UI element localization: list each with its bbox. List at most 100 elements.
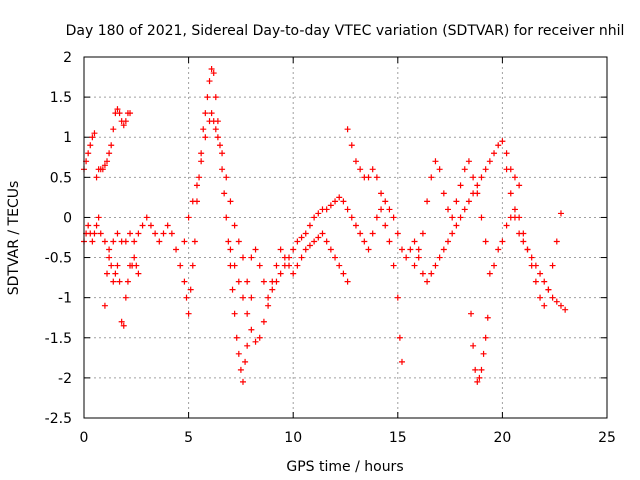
data-point-sat-b <box>104 158 111 165</box>
y-tick-label: -0.5 <box>45 251 72 267</box>
data-point-sat-e <box>231 262 238 269</box>
data-point-sat-e <box>369 230 376 237</box>
data-point-sat-f <box>336 262 343 269</box>
data-point-sat-b <box>116 110 123 117</box>
data-point-sat-h <box>474 190 481 197</box>
data-point-sat-e <box>294 238 301 245</box>
data-point-sat-e <box>269 286 276 293</box>
data-point-sat-e <box>386 238 393 245</box>
data-point-sat-d <box>223 214 230 221</box>
data-point-sat-f <box>281 254 288 261</box>
data-point-sat-g <box>482 166 489 173</box>
data-point-sat-a <box>202 134 209 141</box>
data-point-sat-d <box>196 174 203 181</box>
data-point-sat-g <box>365 174 372 181</box>
data-point-sat-d <box>216 142 223 149</box>
data-point-sat-c <box>116 278 123 285</box>
data-point-sat-e <box>344 206 351 213</box>
data-point-sat-a <box>173 246 180 253</box>
data-point-sat-a <box>152 230 159 237</box>
data-point-sat-e <box>340 198 347 205</box>
data-point-sat-d <box>231 310 238 317</box>
x-tick-label: 10 <box>284 430 302 446</box>
data-point-sat-d <box>191 238 198 245</box>
data-point-sat-h <box>428 174 435 181</box>
data-point-sat-h <box>532 278 539 285</box>
data-point-sat-h <box>537 294 544 301</box>
data-point-sat-d <box>242 358 249 365</box>
data-point-sat-g <box>511 174 518 181</box>
data-point-sat-e <box>323 206 330 213</box>
y-tick-label: 2 <box>63 50 72 66</box>
data-point-sat-a <box>85 222 92 229</box>
data-point-sat-g <box>344 126 351 133</box>
data-point-sat-c <box>108 262 115 269</box>
data-point-sat-a <box>208 110 215 117</box>
data-point-sat-g <box>352 158 359 165</box>
data-point-sat-c <box>124 278 131 285</box>
data-point-sat-g <box>432 262 439 269</box>
data-point-sat-a <box>143 214 150 221</box>
data-point-sat-a <box>139 222 146 229</box>
data-point-sat-a <box>91 230 98 237</box>
data-point-sat-g <box>465 198 472 205</box>
data-point-sat-c <box>135 270 142 277</box>
data-point-sat-g <box>445 238 452 245</box>
data-point-sat-g <box>424 278 431 285</box>
data-point-sat-h <box>445 206 452 213</box>
data-point-sat-j <box>528 254 535 261</box>
data-point-sat-f <box>273 262 280 269</box>
data-point-sat-d <box>239 378 246 385</box>
data-point-sat-a <box>135 230 142 237</box>
data-point-sat-h <box>549 262 556 269</box>
data-point-sat-i <box>476 374 483 381</box>
data-point-sat-c <box>104 270 111 277</box>
data-point-sat-a <box>244 278 251 285</box>
data-point-sat-j <box>520 238 527 245</box>
data-point-sat-d <box>200 126 207 133</box>
x-tick-label: 5 <box>184 430 193 446</box>
x-tick-label: 20 <box>493 430 511 446</box>
data-point-sat-d <box>233 334 240 341</box>
y-tick-label: -1 <box>58 291 72 307</box>
data-point-sat-b <box>99 166 106 173</box>
data-point-sat-a <box>95 214 102 221</box>
data-point-sat-e <box>260 318 267 325</box>
data-point-sat-f <box>256 262 263 269</box>
data-point-sat-g <box>478 174 485 181</box>
data-point-sat-d <box>221 190 228 197</box>
data-point-sat-a <box>181 238 188 245</box>
data-point-sat-e <box>373 214 380 221</box>
y-tick-label: -1.5 <box>45 331 72 347</box>
data-point-sat-e <box>227 246 234 253</box>
x-tick-label: 0 <box>80 430 89 446</box>
data-point-sat-h <box>415 246 422 253</box>
data-point-sat-a <box>248 294 255 301</box>
data-point-sat-a <box>131 238 138 245</box>
data-point-sat-j <box>557 302 564 309</box>
data-point-sat-d <box>214 118 221 125</box>
data-point-sat-g <box>474 182 481 189</box>
data-point-sat-g <box>499 138 506 145</box>
data-point-sat-a <box>223 174 230 181</box>
data-point-sat-d <box>244 342 251 349</box>
data-point-sat-b <box>110 126 117 133</box>
data-point-sat-e <box>365 246 372 253</box>
data-point-sat-e <box>396 334 403 341</box>
data-point-sat-h <box>432 158 439 165</box>
data-point-sat-e <box>332 198 339 205</box>
data-point-sat-a <box>231 222 238 229</box>
data-point-sat-e <box>398 358 405 365</box>
data-point-sat-g <box>415 254 422 261</box>
data-point-sat-c <box>112 270 119 277</box>
data-point-sat-j <box>507 190 514 197</box>
data-point-sat-h <box>495 246 502 253</box>
data-point-sat-b <box>122 118 129 125</box>
data-point-sat-g <box>357 166 364 173</box>
data-point-sat-e <box>302 230 309 237</box>
data-point-sat-h <box>461 166 468 173</box>
data-point-sat-b <box>91 130 98 137</box>
data-point-sat-a <box>239 254 246 261</box>
data-point-sat-g <box>407 246 414 253</box>
data-point-sat-c <box>114 262 121 269</box>
